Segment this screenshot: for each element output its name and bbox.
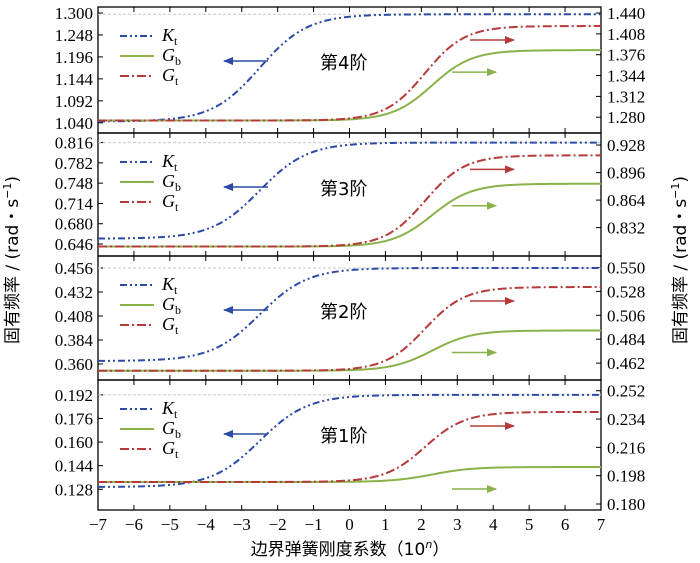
right-tick-label: 1.344 xyxy=(607,67,646,86)
legend-label-Kt: Kt xyxy=(161,398,178,421)
right-tick-label: 0.198 xyxy=(607,467,645,486)
legend-label-Gt: Gt xyxy=(162,65,179,88)
left-tick-label: 0.748 xyxy=(55,174,93,193)
x-tick-label: −5 xyxy=(161,515,179,534)
right-tick-label: 0.864 xyxy=(607,191,646,210)
legend-label-Gt: Gt xyxy=(162,314,179,337)
legend-label-Kt: Kt xyxy=(161,25,178,48)
left-tick-label: 0.408 xyxy=(55,307,93,326)
series-line-Gt xyxy=(98,25,601,122)
x-tick-label: −7 xyxy=(89,515,108,534)
right-tick-label: 0.928 xyxy=(607,136,645,155)
left-tick-label: 0.456 xyxy=(55,259,93,278)
panel-4: 1.040 1.092 1.144 1.196 1.248 1.300 1.280 1.312… xyxy=(55,4,646,134)
right-tick-label: 0.180 xyxy=(607,495,645,514)
left-tick-label: 0.432 xyxy=(55,283,93,302)
right-tick-label: 1.408 xyxy=(607,25,645,44)
left-tick-label: 0.782 xyxy=(55,154,93,173)
left-tick-label: 0.144 xyxy=(55,457,94,476)
right-axis-title: 固有频率 / (rad・s−1) xyxy=(669,176,691,344)
right-tick-label: 0.832 xyxy=(607,219,645,238)
left-tick-label: 0.176 xyxy=(55,409,93,428)
x-tick-label: 3 xyxy=(453,515,462,534)
left-tick-label: 1.248 xyxy=(55,26,93,45)
left-tick-label: 0.384 xyxy=(55,331,94,350)
panel-1: 0.128 0.144 0.160 0.176 0.192 0.180 0.198 0.216… xyxy=(55,379,646,514)
left-axis-title: 固有频率 / (rad・s−1) xyxy=(1,176,23,344)
series-line-Gt xyxy=(98,410,601,483)
legend-label-Gt: Gt xyxy=(162,191,179,214)
series-line-Kt xyxy=(97,393,601,488)
panel-title: 第2阶 xyxy=(320,302,367,323)
left-tick-label: 0.646 xyxy=(55,235,93,254)
left-tick-label: 0.680 xyxy=(55,215,93,234)
x-tick-label: −3 xyxy=(233,515,251,534)
x-axis-title: 边界弹簧刚度系数（10n） xyxy=(251,538,450,560)
right-tick-label: 0.550 xyxy=(607,258,645,277)
series-line-Gb xyxy=(98,182,601,248)
series-line-Gt xyxy=(98,154,601,248)
right-tick-label: 1.280 xyxy=(607,108,645,127)
left-tick-label: 1.300 xyxy=(55,4,93,23)
series-line-Gt xyxy=(98,286,601,372)
legend-label-Kt: Kt xyxy=(161,274,178,297)
right-tick-label: 0.506 xyxy=(607,306,645,325)
right-tick-label: 0.528 xyxy=(607,282,645,301)
left-tick-label: 1.144 xyxy=(55,70,94,89)
x-tick-label: 1 xyxy=(381,515,390,534)
x-tick-label: 6 xyxy=(561,515,570,534)
panel-title: 第1阶 xyxy=(320,426,367,447)
left-tick-label: 0.714 xyxy=(55,194,94,213)
right-tick-label: 1.376 xyxy=(607,46,645,65)
series-line-Gb xyxy=(98,466,601,483)
panel-title: 第3阶 xyxy=(320,179,367,200)
right-tick-label: 1.312 xyxy=(607,87,645,106)
series-line-Kt xyxy=(97,141,601,240)
right-tick-label: 0.462 xyxy=(607,354,645,373)
x-tick-label: 5 xyxy=(525,515,534,534)
left-tick-label: 1.196 xyxy=(55,48,93,67)
left-tick-label: 0.128 xyxy=(55,480,93,499)
left-tick-label: 0.360 xyxy=(55,355,93,374)
left-tick-label: 0.160 xyxy=(55,433,93,452)
series-line-Kt xyxy=(97,13,601,123)
x-tick-label: 7 xyxy=(597,515,606,534)
legend-label-Kt: Kt xyxy=(161,151,178,174)
left-tick-label: 1.092 xyxy=(55,92,93,111)
x-tick-label: −4 xyxy=(197,515,216,534)
left-tick-label: 0.816 xyxy=(55,134,93,153)
legend-label-Gt: Gt xyxy=(162,438,179,461)
panel-title: 第4阶 xyxy=(320,53,367,74)
x-tick-label: −1 xyxy=(305,515,323,534)
panel-2: 0.360 0.384 0.408 0.432 0.456 0.462 0.484 0.506… xyxy=(55,255,646,381)
x-tick-label: −2 xyxy=(269,515,287,534)
right-tick-label: 0.252 xyxy=(607,382,645,401)
right-tick-label: 0.484 xyxy=(607,330,646,349)
series-line-Gb xyxy=(98,329,601,372)
series-line-Kt xyxy=(97,267,601,362)
right-tick-label: 0.234 xyxy=(607,410,646,429)
right-tick-label: 0.216 xyxy=(607,438,645,457)
x-tick-label: 4 xyxy=(489,515,498,534)
left-tick-label: 0.192 xyxy=(55,386,93,405)
right-tick-label: 0.896 xyxy=(607,164,645,183)
x-tick-label: 2 xyxy=(417,515,426,534)
left-tick-label: 1.040 xyxy=(55,114,93,133)
x-tick-label: 0 xyxy=(345,515,354,534)
x-tick-label: −6 xyxy=(125,515,143,534)
right-tick-label: 1.440 xyxy=(607,4,645,23)
